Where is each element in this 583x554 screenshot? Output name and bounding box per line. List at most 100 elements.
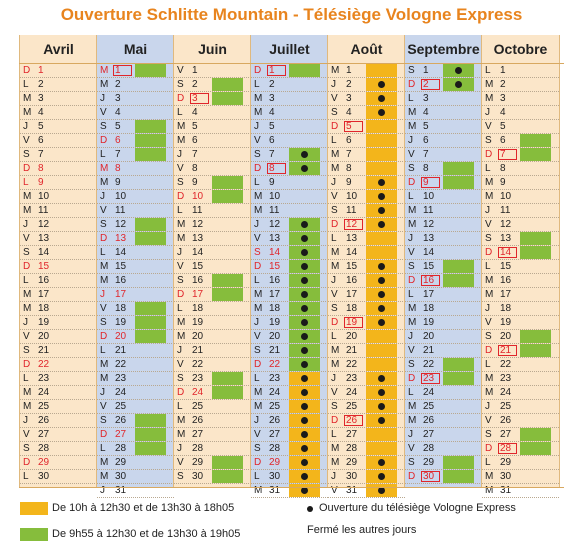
day-number: 19 (115, 317, 127, 328)
green-opening-block (520, 246, 551, 259)
day-number: 21 (192, 345, 204, 356)
day-number: 8 (500, 163, 506, 174)
day-number: 27 (192, 429, 204, 440)
day-number: 1 (192, 65, 198, 76)
day-number: 6 (38, 135, 44, 146)
green-opening-block (520, 148, 551, 161)
day-number: 27 (115, 429, 127, 440)
weekday-letter: D (100, 331, 108, 342)
green-opening-block (135, 232, 166, 245)
weekday-letter: V (408, 149, 415, 160)
weekday-letter: S (23, 149, 30, 160)
weekday-letter: V (23, 331, 30, 342)
day-row: J 18 (482, 302, 559, 316)
weekday-letter: D (254, 163, 262, 174)
column-divider (250, 35, 251, 487)
day-number: 3 (500, 93, 506, 104)
day-number: 7 (346, 149, 352, 160)
day-number: 8 (38, 163, 44, 174)
weekday-letter: S (408, 261, 415, 272)
orange-opening-block (366, 344, 397, 357)
day-row: V 19 (482, 316, 559, 330)
orange-opening-block (366, 120, 397, 133)
day-row: D 29 (20, 456, 97, 470)
weekday-letter: M (408, 401, 417, 412)
day-row: L 24 (405, 386, 482, 400)
day-number: 20 (115, 331, 127, 342)
day-row: J 12 (251, 218, 328, 232)
vologne-express-dot-icon (378, 221, 385, 228)
weekday-letter: V (177, 261, 184, 272)
weekday-letter: S (408, 65, 415, 76)
weekday-letter: M (23, 191, 32, 202)
day-number: 9 (269, 177, 275, 188)
weekday-letter: M (254, 191, 263, 202)
weekday-letter: V (331, 289, 338, 300)
day-number: 17 (346, 289, 358, 300)
green-opening-block (212, 288, 243, 301)
weekday-letter: J (23, 219, 28, 230)
day-row: M 25 (405, 400, 482, 414)
day-number: 20 (192, 331, 204, 342)
holiday-marker (344, 415, 363, 426)
day-row: M 17 (251, 288, 328, 302)
day-number: 20 (346, 331, 358, 342)
day-number: 7 (192, 149, 198, 160)
weekday-letter: V (254, 331, 261, 342)
day-number: 25 (269, 401, 281, 412)
day-number: 18 (192, 303, 204, 314)
weekday-letter: V (408, 247, 415, 258)
day-number: 24 (192, 387, 204, 398)
day-row: D 17 (174, 288, 251, 302)
day-number: 9 (192, 177, 198, 188)
day-number: 21 (500, 345, 512, 356)
day-number: 7 (269, 149, 275, 160)
weekday-letter: L (23, 177, 29, 188)
day-row: M 30 (97, 470, 174, 484)
weekday-letter: S (485, 135, 492, 146)
day-number: 18 (115, 303, 127, 314)
weekday-letter: V (408, 345, 415, 356)
vologne-express-dot-icon (378, 95, 385, 102)
weekday-letter: M (23, 401, 32, 412)
day-number: 15 (269, 261, 281, 272)
legend-dot-label: Ouverture du télésiège Vologne Express (319, 502, 516, 514)
holiday-marker (498, 443, 517, 454)
day-number: 11 (38, 205, 49, 216)
green-opening-block (443, 358, 474, 371)
weekday-letter: J (100, 93, 105, 104)
day-row: M 12 (174, 218, 251, 232)
weekday-letter: D (254, 261, 262, 272)
weekday-letter: V (23, 429, 30, 440)
weekday-letter: V (485, 415, 492, 426)
day-row: D 15 (251, 260, 328, 274)
day-row: V 10 (328, 190, 405, 204)
weekday-letter: M (408, 205, 417, 216)
green-opening-block (135, 64, 166, 77)
holiday-marker (267, 163, 286, 174)
day-number: 11 (500, 205, 511, 216)
green-opening-block (443, 260, 474, 273)
weekday-letter: D (23, 261, 31, 272)
day-number: 11 (346, 205, 357, 216)
day-number: 8 (115, 163, 121, 174)
weekday-letter: S (331, 205, 338, 216)
weekday-letter: L (485, 163, 491, 174)
weekday-letter: M (100, 471, 109, 482)
weekday-letter: M (254, 485, 263, 496)
weekday-letter: L (408, 93, 414, 104)
weekday-letter: J (485, 303, 490, 314)
day-row: L 23 (251, 372, 328, 386)
day-number: 13 (423, 233, 435, 244)
